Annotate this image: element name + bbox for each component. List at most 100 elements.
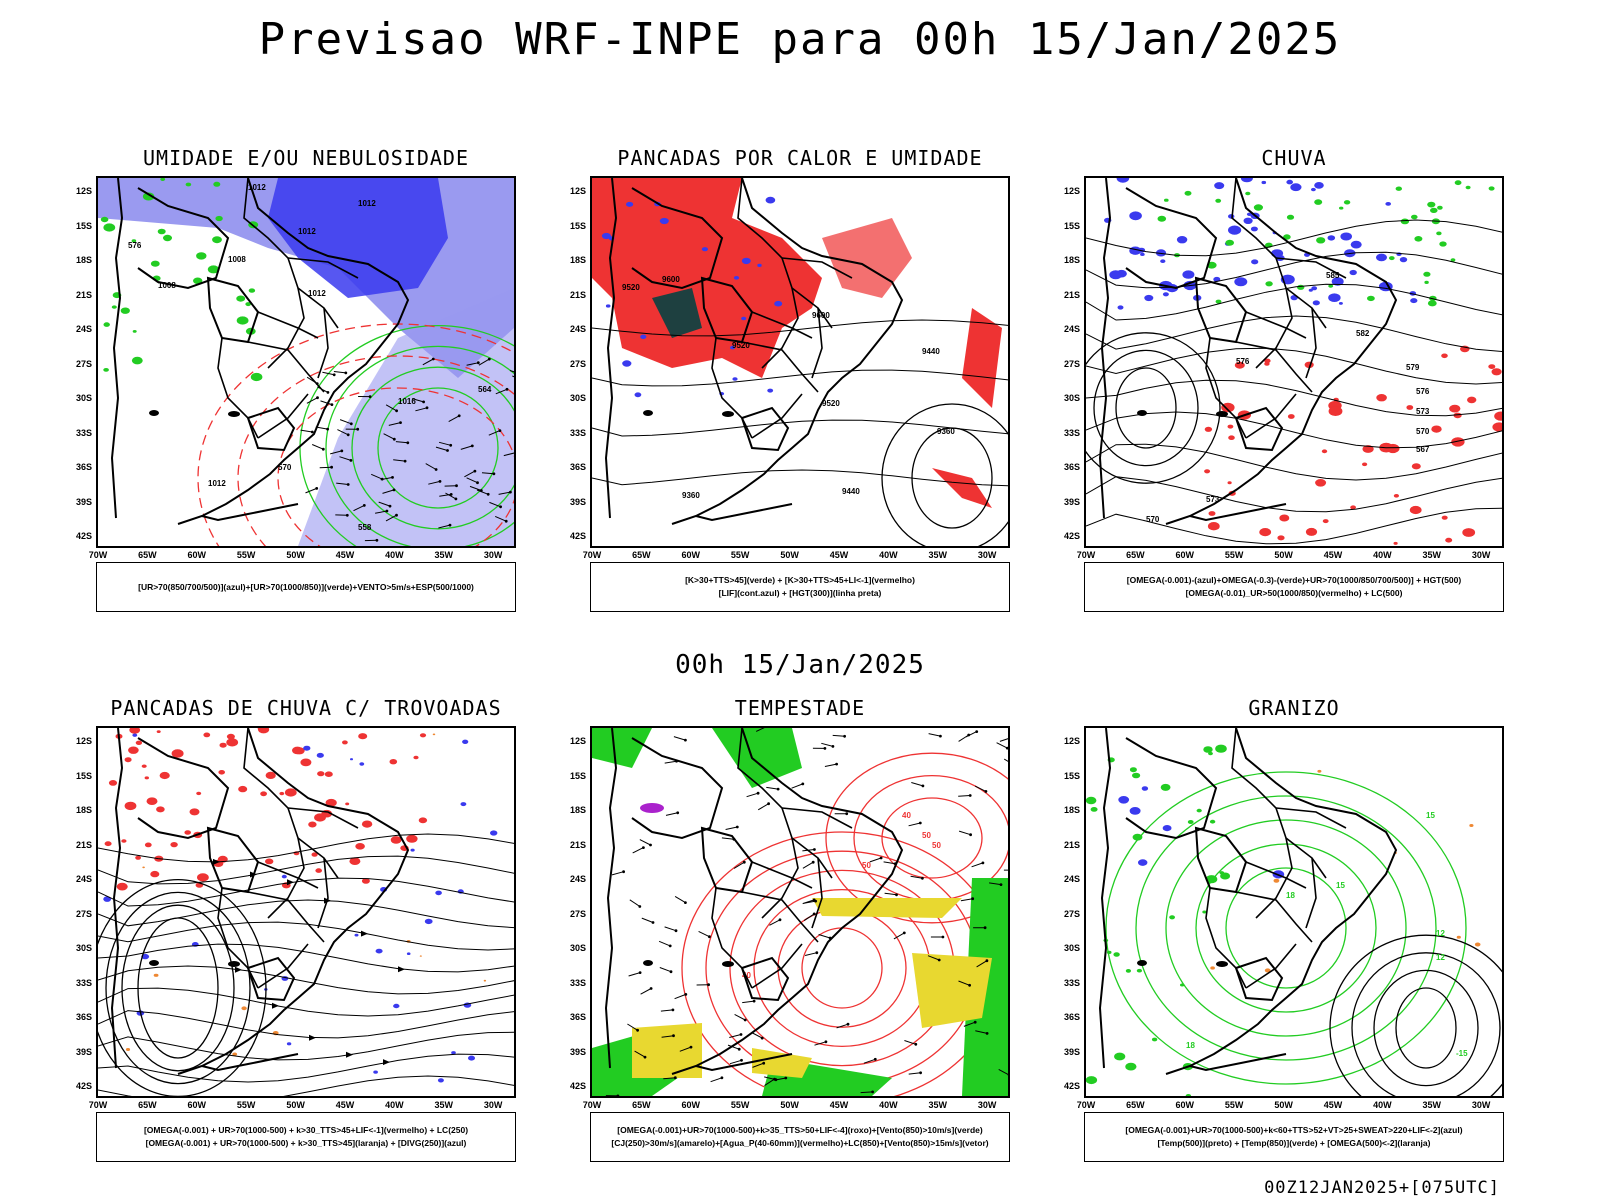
- state-border: [243, 728, 339, 879]
- wind-arrowhead: [824, 1040, 828, 1044]
- contour: [881, 797, 983, 879]
- wind-arrowhead: [446, 449, 449, 452]
- lon-tick-label: 65W: [632, 550, 651, 560]
- omega-green-cell: [1423, 271, 1431, 277]
- streamline: [1086, 315, 1502, 352]
- wind-arrowhead: [457, 414, 461, 418]
- map-tempestade[interactable]: 50 50 50 40 40: [590, 726, 1010, 1098]
- thunderstorm-red-cell: [324, 771, 333, 777]
- lon-tick-label: 55W: [730, 1100, 750, 1110]
- state-border: [257, 943, 309, 989]
- contour-label: 40: [902, 811, 911, 820]
- state-border: [1245, 393, 1297, 439]
- state-border: [1305, 307, 1317, 379]
- lat-tick-label: 33S: [569, 977, 586, 988]
- omega500-orange: [1210, 769, 1481, 973]
- kindex-area: [652, 288, 702, 338]
- humidity-low-level-cell: [207, 265, 220, 274]
- wind-vector: [339, 419, 352, 425]
- omega-blue-cell: [1140, 252, 1145, 256]
- streamline-arrow: [213, 858, 220, 865]
- wind-vector: [632, 847, 644, 854]
- wind-arrowhead: [902, 931, 906, 935]
- wind-vector: [910, 875, 923, 879]
- wind-vector: [755, 728, 765, 732]
- contour-label: 18: [1286, 891, 1295, 900]
- humidity-low-level-cell: [215, 215, 223, 222]
- omega-red-cell: [1227, 424, 1234, 429]
- wind-vector: [385, 404, 397, 412]
- coastline: [671, 728, 904, 1075]
- map-umidade[interactable]: 1012 1012 1012 1008 1008 1012 1016 1012 576 570 56…: [96, 176, 516, 548]
- omega-green-cell: [1427, 300, 1437, 307]
- omega-red-cell: [1322, 519, 1329, 524]
- lat-tick-label: 27S: [75, 908, 92, 919]
- wind-vector: [629, 899, 641, 907]
- wind-arrowhead: [388, 504, 392, 508]
- lon-tick-label: 65W: [632, 1100, 651, 1110]
- omega-green-cell: [1215, 198, 1222, 203]
- state-border: [317, 307, 329, 379]
- lagoon: [228, 961, 240, 967]
- streamline: [592, 319, 1008, 337]
- thunderstorm-red-cell: [390, 836, 402, 844]
- wind-arrowhead: [399, 421, 402, 424]
- wind-arrowhead: [937, 958, 941, 962]
- legend-line: [OMEGA(-0.001)+UR>70(1000-500)+k>35_TTS>…: [617, 1125, 983, 1135]
- wind-vector: [869, 857, 882, 863]
- jet250-area: [812, 898, 962, 918]
- state-border: [287, 257, 359, 279]
- wind-arrowhead: [742, 860, 746, 864]
- state-border: [1231, 728, 1327, 879]
- map-trovoadas[interactable]: [96, 726, 516, 1098]
- omega-red-cell: [1287, 414, 1295, 419]
- wind-vector: [673, 736, 686, 741]
- omega-green-cell: [1343, 200, 1351, 205]
- omega-green-cell: [1465, 185, 1471, 190]
- contour-label: 576: [1416, 387, 1430, 396]
- state-border: [751, 393, 803, 439]
- wind-arrowhead: [636, 1028, 639, 1032]
- map-chuva[interactable]: 585 582 579 576 573 570 567 576 573 570: [1084, 176, 1504, 548]
- main-title: Previsao WRF-INPE para 00h 15/Jan/2025: [258, 14, 1342, 65]
- lon-tick-label: 70W: [582, 1100, 602, 1110]
- wind-arrowhead: [368, 395, 372, 398]
- wind-vector: [464, 470, 476, 478]
- divergence-blue-cell: [132, 733, 138, 737]
- thunderstorm-orange-cell: [153, 973, 159, 977]
- wind-vector: [641, 917, 654, 923]
- hail-blue-cell: [1138, 859, 1148, 866]
- wind-vector: [958, 830, 971, 836]
- map-pancadas-calor[interactable]: 9600 9520 9600 9520 9520 9440 9440 9360 9360: [590, 176, 1010, 548]
- lifted-index-cell: [730, 345, 735, 350]
- wind-vector: [435, 446, 448, 451]
- map-borders: [110, 728, 410, 1075]
- lon-tick-label: 70W: [1076, 1100, 1096, 1110]
- lifted-index-cell: [732, 377, 738, 381]
- humidity-low-level-cell: [103, 322, 110, 327]
- omega-red-cell: [1264, 362, 1270, 366]
- legend-line: [OMEGA(-0.01)_UR>50(1000/850)(vermelho) …: [1185, 588, 1403, 598]
- wind-arrowhead: [344, 371, 348, 375]
- wind-vector: [893, 932, 905, 940]
- wind-vector: [640, 988, 652, 995]
- lifted-index-cell: [741, 316, 747, 321]
- temp500-contours: [1329, 934, 1502, 1096]
- lon-tick-label: 30W: [483, 550, 503, 560]
- wind-vector: [974, 785, 987, 792]
- map-granizo[interactable]: 15 15 12 12 -15 18 18: [1084, 726, 1504, 1098]
- wind-arrowhead: [740, 1058, 743, 1062]
- temp850-contours: [1105, 771, 1467, 1085]
- wind-arrowhead: [968, 794, 972, 797]
- map-borders: [1098, 728, 1398, 1075]
- wind-vector: [679, 1046, 692, 1052]
- wind-arrowhead: [326, 427, 329, 431]
- omega-red-cell: [1328, 406, 1343, 416]
- omega-blue-cell: [1176, 236, 1188, 244]
- state-border: [751, 943, 803, 989]
- omega-green-cell: [1253, 204, 1263, 211]
- temp850-andes-cell: [1113, 952, 1120, 957]
- wind-vector: [1003, 758, 1008, 762]
- contour: [1115, 367, 1177, 449]
- contour-label: 1008: [228, 255, 246, 264]
